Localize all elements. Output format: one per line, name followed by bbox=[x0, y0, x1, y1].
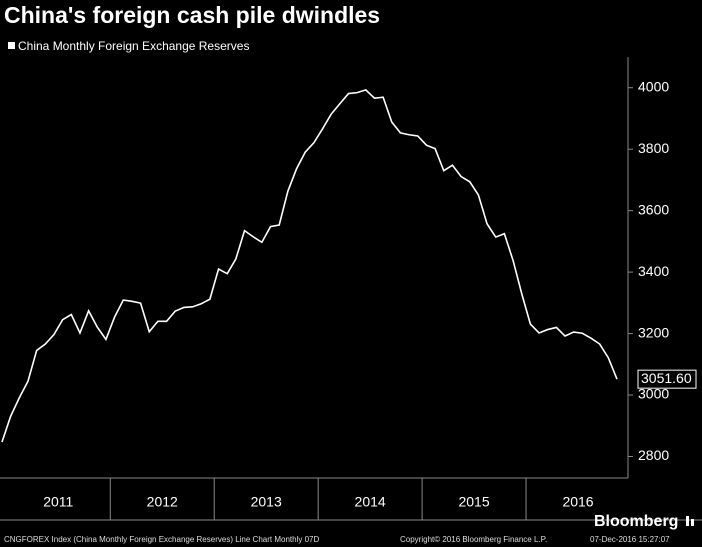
line bbox=[1, 88, 618, 443]
footer-left: CNGFOREX Index (China Monthly Foreign Ex… bbox=[4, 535, 319, 544]
x-tick-label: 2012 bbox=[147, 494, 178, 510]
value-label-box bbox=[637, 369, 697, 389]
y-tick-label: 3600 bbox=[638, 201, 669, 217]
y-tick-label: 3200 bbox=[638, 324, 669, 340]
legend-swatch bbox=[8, 42, 15, 49]
x-tick-label: 2011 bbox=[43, 494, 73, 510]
icon-bar bbox=[686, 516, 689, 526]
footer-right: 07-Dec-2016 15:27:07 bbox=[590, 535, 670, 544]
x-tick-label: 2013 bbox=[251, 494, 282, 510]
y-tick-label: 3800 bbox=[638, 140, 669, 156]
y-tick-label: 2800 bbox=[638, 447, 669, 463]
y-tick-label: 3000 bbox=[638, 386, 669, 402]
footer-mid: Copyright© 2016 Bloomberg Finance L.P. bbox=[400, 535, 547, 544]
value-label: 3051.60 bbox=[641, 370, 692, 386]
y-tick-label: 3400 bbox=[638, 263, 669, 279]
chart-title: China's foreign cash pile dwindles bbox=[4, 2, 380, 28]
icon-bar bbox=[691, 519, 694, 526]
legend-label: China Monthly Foreign Exchange Reserves bbox=[18, 39, 249, 53]
y-tick-label: 4000 bbox=[638, 78, 669, 94]
x-tick-label: 2015 bbox=[458, 494, 489, 510]
brand: Bloomberg bbox=[594, 513, 678, 530]
x-tick-label: 2016 bbox=[562, 494, 593, 510]
brand-icon bbox=[686, 516, 694, 526]
x-tick-label: 2014 bbox=[355, 494, 386, 510]
